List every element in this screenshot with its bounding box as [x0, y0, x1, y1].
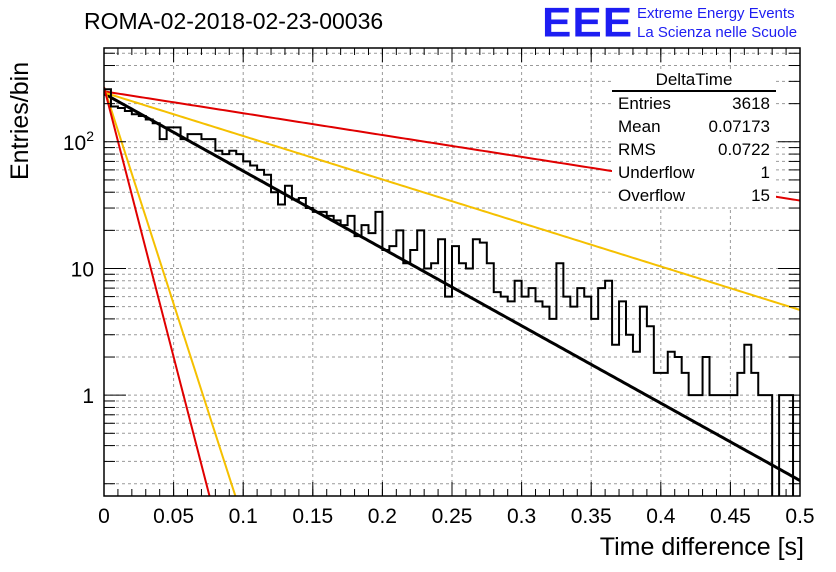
fit-curve — [104, 86, 211, 496]
x-tick-label: 0.25 — [432, 505, 473, 528]
ticks — [103, 48, 801, 496]
stats-title: DeltaTime — [612, 70, 776, 92]
x-tick-label: 0.3 — [507, 505, 536, 528]
stats-row-entries: Entries 3618 — [612, 92, 776, 115]
stats-label: Entries — [618, 94, 671, 113]
logo-line-2: La Scienza nelle Scuole — [637, 24, 798, 41]
fit-curve — [104, 86, 237, 496]
grid — [104, 48, 800, 496]
tick-labels: 0 0.05 0.1 0.15 0.2 0.25 0.3 0.35 0.4 0.45 0.5 1 10 1… — [63, 128, 815, 528]
y-tick-label: 10 — [71, 258, 94, 281]
stats-value: 1 — [760, 163, 770, 182]
stats-value: 3618 — [732, 94, 770, 113]
stats-row-mean: Mean 0.07173 — [612, 115, 776, 138]
stats-row-overflow: Overflow 15 — [612, 184, 776, 207]
x-axis-title: Time difference [s] — [599, 533, 804, 561]
x-tick-label: 0.05 — [153, 505, 194, 528]
eee-logo: EEE — [542, 0, 634, 46]
x-tick-label: 0 — [98, 505, 110, 528]
x-tick-label: 0.15 — [292, 505, 333, 528]
x-tick-label: 0.4 — [646, 505, 676, 528]
x-tick-label: 0.35 — [571, 505, 612, 528]
y-axis-title: Entries/bin — [6, 61, 34, 180]
stats-row-rms: RMS 0.0722 — [612, 138, 776, 161]
fit-curve — [104, 91, 800, 311]
x-tick-label: 0.1 — [229, 505, 258, 528]
chart-title: ROMA-02-2018-02-23-00036 — [84, 8, 384, 34]
stats-label: Underflow — [618, 163, 695, 182]
histogram — [104, 88, 795, 496]
stats-row-underflow: Underflow 1 — [612, 161, 776, 184]
stats-value: 0.07173 — [708, 117, 770, 136]
stats-label: RMS — [618, 140, 656, 159]
x-tick-label: 0.2 — [368, 505, 397, 528]
histogram-line — [104, 88, 795, 496]
stats-label: Mean — [618, 117, 661, 136]
stats-value: 15 — [751, 186, 770, 205]
x-tick-label: 0.45 — [710, 505, 751, 528]
x-tick-label: 0.5 — [785, 505, 814, 528]
y-tick-label: 102 — [63, 128, 94, 155]
stats-box: DeltaTime Entries 3618 Mean 0.07173 RMS … — [612, 70, 776, 207]
y-tick-label: 1 — [82, 385, 94, 408]
stats-label: Overflow — [618, 186, 686, 205]
logo-line-1: Extreme Energy Events — [637, 5, 795, 22]
stats-value: 0.0722 — [718, 140, 770, 159]
